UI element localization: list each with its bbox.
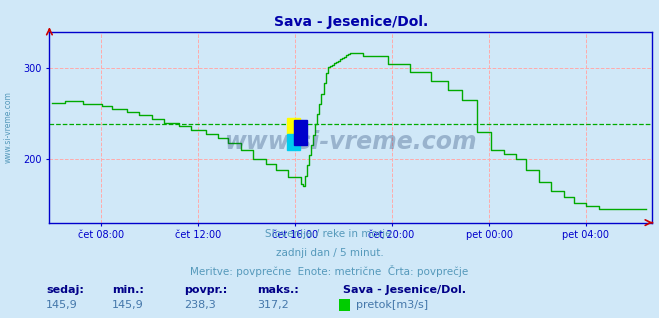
Title: Sava - Jesenice/Dol.: Sava - Jesenice/Dol. <box>273 15 428 29</box>
Text: zadnji dan / 5 minut.: zadnji dan / 5 minut. <box>275 248 384 258</box>
Bar <box>294 120 307 145</box>
Text: Meritve: povprečne  Enote: metrične  Črta: povprečje: Meritve: povprečne Enote: metrične Črta:… <box>190 265 469 277</box>
Text: www.si-vreme.com: www.si-vreme.com <box>225 130 477 155</box>
Text: 145,9: 145,9 <box>112 301 144 310</box>
Text: 317,2: 317,2 <box>257 301 289 310</box>
Bar <box>287 118 300 135</box>
Text: pretok[m3/s]: pretok[m3/s] <box>356 301 428 310</box>
Text: povpr.:: povpr.: <box>185 285 228 294</box>
Text: 145,9: 145,9 <box>46 301 78 310</box>
Text: 238,3: 238,3 <box>185 301 216 310</box>
Text: www.si-vreme.com: www.si-vreme.com <box>3 91 13 163</box>
Text: min.:: min.: <box>112 285 144 294</box>
Bar <box>287 134 300 150</box>
Text: sedaj:: sedaj: <box>46 285 84 294</box>
Text: Sava - Jesenice/Dol.: Sava - Jesenice/Dol. <box>343 285 466 294</box>
Text: maks.:: maks.: <box>257 285 299 294</box>
Text: Slovenija / reke in morje.: Slovenija / reke in morje. <box>264 229 395 239</box>
